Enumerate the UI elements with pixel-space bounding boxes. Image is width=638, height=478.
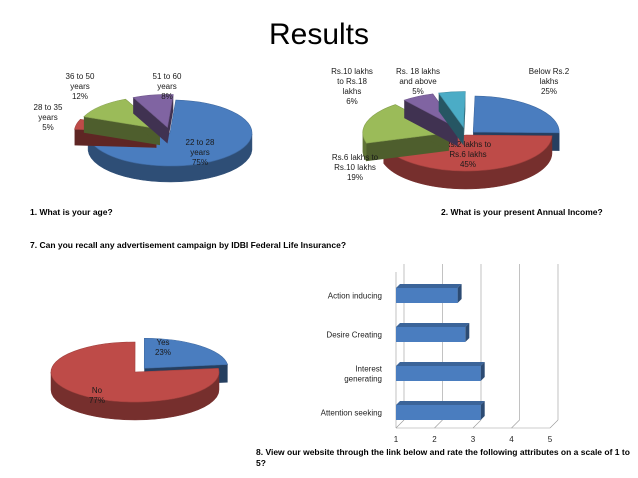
age-pie-slice-3 (132, 94, 174, 144)
question-7-label: 7. Can you recall any advertisement camp… (30, 240, 347, 250)
age-pie-label-3: 51 to 60 years 8% (153, 72, 182, 101)
recall-pie-slice-1 (50, 341, 220, 421)
rating-category-0: Action inducing (328, 292, 382, 301)
income-pie-label-2: Rs.6 lakhs to Rs.10 lakhs 19% (332, 153, 379, 182)
question-1-label: 1. What is your age? (30, 207, 113, 217)
rating-bar-1 (396, 323, 470, 342)
age-pie-slice-0 (87, 99, 253, 183)
rating-category-1: Desire Creating (326, 331, 382, 340)
recall-pie-label-1: No 77% (89, 386, 105, 405)
income-pie-label-0: Below Rs.2 lakhs 25% (529, 67, 570, 96)
income-pie-slice-4 (438, 91, 466, 146)
rating-bar-0 (396, 284, 462, 303)
rating-x-tick-1: 1 (394, 435, 399, 444)
age-pie-label-0: 22 to 28 years 75% (186, 138, 215, 167)
rating-bar-3 (396, 401, 485, 420)
rating-x-tick-5: 5 (548, 435, 553, 444)
rating-category-2: Interest generating (344, 365, 383, 384)
age-pie-label-1: 28 to 35 years 5% (34, 103, 63, 132)
income-pie-label-4: Rs. 18 lakhs and above 5% (396, 67, 440, 96)
age-pie-label-2: 36 to 50 years 12% (66, 72, 95, 101)
recall-pie-label-0: Yes 23% (155, 338, 171, 357)
income-pie-label-3: Rs.10 lakhs to Rs.18 lakhs 6% (331, 67, 373, 106)
question-8-label: 8. View our website through the link bel… (256, 447, 630, 468)
rating-bar-2 (396, 362, 485, 381)
rating-category-3: Attention seeking (321, 409, 382, 418)
rating-x-tick-4: 4 (509, 435, 514, 444)
rating-x-tick-3: 3 (471, 435, 476, 444)
income-pie-label-1: Rs.2 lakhs to Rs.6 lakhs 45% (445, 140, 492, 169)
question-2-label: 2. What is your present Annual Income? (441, 207, 603, 217)
slide-title: Results (268, 18, 370, 51)
rating-x-tick-2: 2 (432, 435, 437, 444)
